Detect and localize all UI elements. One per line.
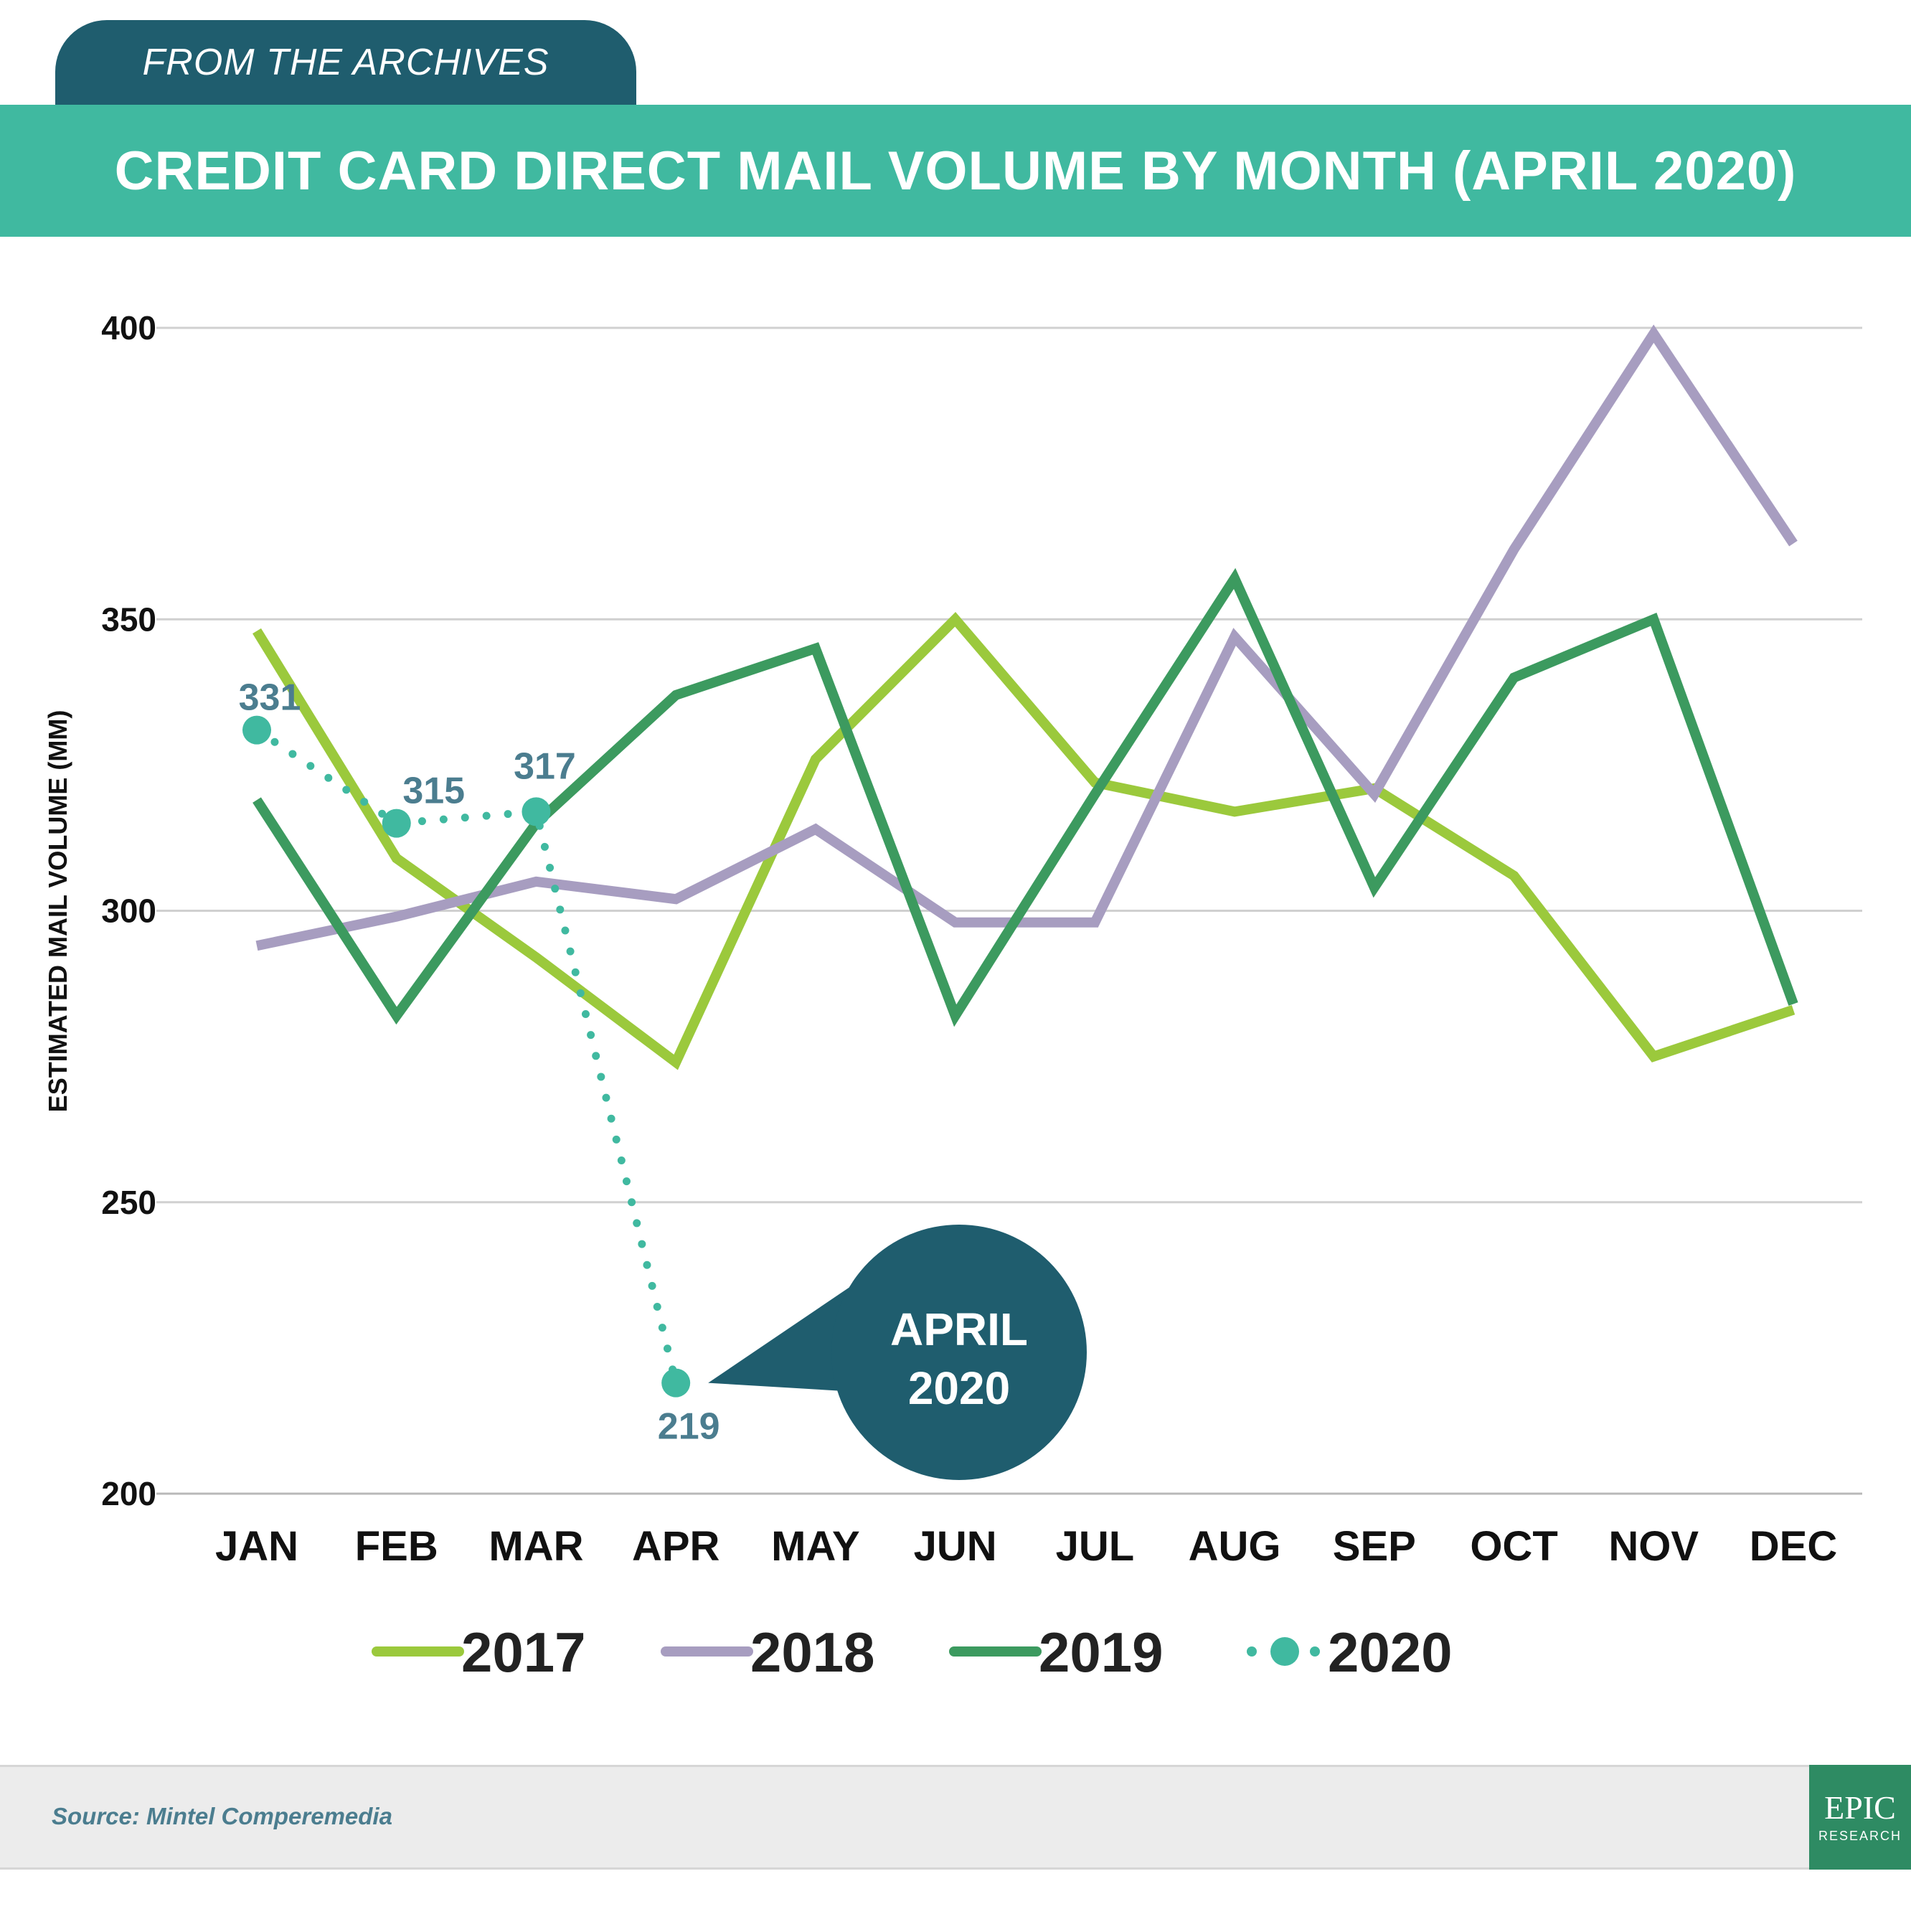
title-bar: CREDIT CARD DIRECT MAIL VOLUME BY MONTH … — [0, 105, 1911, 237]
x-tick-label: FEB — [355, 1523, 438, 1570]
x-tick-label: AUG — [1189, 1523, 1281, 1570]
series-line-2018 — [255, 324, 1798, 951]
archive-tab: FROM THE ARCHIVES — [55, 20, 636, 105]
footer: Source: Mintel Comperemedia — [0, 1765, 1911, 1870]
x-tick-label: SEP — [1333, 1523, 1416, 1570]
data-point — [382, 809, 411, 838]
legend-item-2020: 2020 — [1247, 1621, 1453, 1684]
x-tick-label: NOV — [1608, 1523, 1699, 1570]
series-2018 — [255, 324, 1798, 951]
legend-label: 2018 — [750, 1621, 875, 1684]
x-tick-label: JUL — [1056, 1523, 1135, 1570]
y-tick-label: 350 — [101, 600, 156, 638]
grid-layer — [156, 326, 1862, 1495]
legend-swatch-dot — [1247, 1646, 1257, 1657]
x-tick-label: JAN — [215, 1523, 298, 1570]
archive-tab-label: FROM THE ARCHIVES — [142, 42, 549, 83]
x-tick-label: APR — [632, 1523, 719, 1570]
line-chart: 400 350 300 250 200 JAN FEB MAR APR MAY JUN JUL AUG… — [43, 309, 1862, 1684]
y-tick-label: 300 — [101, 892, 156, 930]
callout-layer: APRIL 2020 — [708, 1225, 1087, 1480]
legend-label: 2017 — [461, 1621, 586, 1684]
series-layer: 331 315 317 219 — [239, 324, 1798, 1448]
series-2019 — [253, 567, 1798, 1027]
data-point — [522, 797, 551, 826]
legend-item-2019: 2019 — [949, 1621, 1164, 1684]
callout-line1: APRIL — [890, 1304, 1028, 1355]
series-line-2019 — [253, 567, 1798, 1027]
legend-label: 2019 — [1039, 1621, 1164, 1684]
y-tick-labels: 400 350 300 250 200 — [101, 309, 156, 1512]
legend-label: 2020 — [1328, 1621, 1453, 1684]
source-note: Source: Mintel Comperemedia — [52, 1803, 392, 1829]
legend-item-2017: 2017 — [372, 1621, 586, 1684]
legend-swatch-dot — [1310, 1646, 1320, 1657]
data-point — [661, 1368, 691, 1398]
callout-bubble — [831, 1225, 1087, 1480]
chart-title: CREDIT CARD DIRECT MAIL VOLUME BY MONTH … — [114, 140, 1797, 202]
series-line-2020 — [253, 726, 680, 1387]
x-tick-label: OCT — [1470, 1523, 1557, 1570]
legend: 2017 2018 2019 2020 — [372, 1621, 1453, 1684]
data-label: 315 — [402, 771, 465, 812]
data-point — [242, 715, 271, 745]
data-label: 219 — [658, 1406, 720, 1448]
x-tick-label: MAR — [489, 1523, 583, 1570]
data-label: 317 — [514, 745, 576, 787]
logo-main-text: EPIC — [1824, 1789, 1896, 1826]
y-tick-label: 200 — [101, 1475, 156, 1512]
legend-swatch-marker — [1270, 1637, 1299, 1666]
y-tick-label: 250 — [101, 1184, 156, 1221]
y-tick-label: 400 — [101, 309, 156, 347]
data-label: 331 — [239, 677, 301, 719]
y-axis-label: ESTIMATED MAIL VOLUME (MM) — [43, 710, 72, 1113]
epic-research-logo: EPIC RESEARCH — [1809, 1765, 1911, 1870]
callout-line2: 2020 — [908, 1362, 1010, 1414]
logo-sub-text: RESEARCH — [1818, 1828, 1902, 1843]
x-tick-label: MAY — [771, 1523, 860, 1570]
x-tick-label: DEC — [1750, 1523, 1837, 1570]
x-tick-label: JUN — [914, 1523, 997, 1570]
series-2017 — [253, 611, 1796, 1070]
series-line-2017 — [253, 611, 1796, 1070]
series-2020: 331 315 317 219 — [239, 677, 720, 1448]
legend-item-2018: 2018 — [661, 1621, 875, 1684]
x-tick-labels: JAN FEB MAR APR MAY JUN JUL AUG SEP OCT NOV DEC — [215, 1523, 1837, 1570]
